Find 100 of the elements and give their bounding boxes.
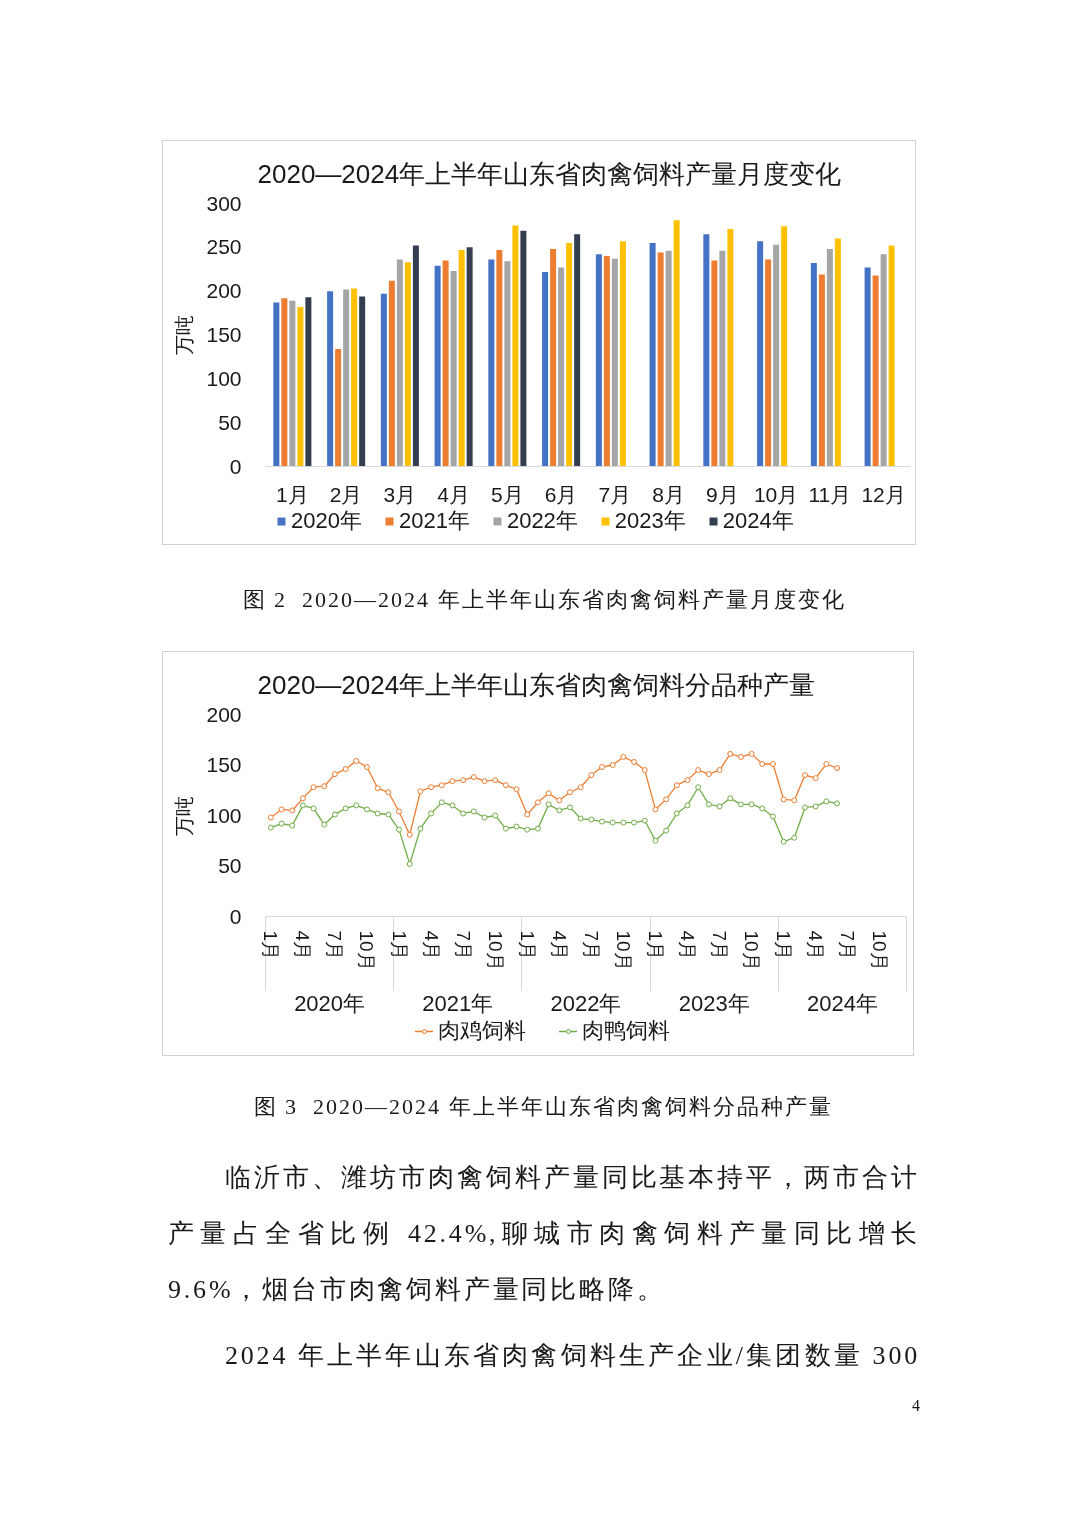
y-tick-label: 250 — [206, 235, 242, 259]
x-tick-label: 1月 — [773, 930, 795, 961]
point — [438, 799, 445, 806]
point — [759, 805, 766, 812]
x-tick-label: 5月 — [491, 482, 524, 506]
chart-title: 2020—2024年上半年山东省肉禽饲料产量月度变化 — [257, 158, 842, 189]
point — [556, 797, 563, 804]
point — [310, 784, 317, 791]
y-tick-label: 50 — [218, 410, 242, 434]
point — [705, 771, 712, 778]
point — [823, 760, 830, 767]
point — [460, 810, 467, 817]
point — [534, 799, 541, 806]
point — [331, 811, 338, 818]
bar — [673, 220, 680, 467]
point — [652, 806, 659, 813]
point — [748, 750, 755, 757]
legend-label: 肉鸡饲料 — [438, 1017, 526, 1045]
x-tick-label: 2月 — [329, 482, 363, 506]
bar — [574, 234, 581, 467]
x-tick-label: 6月 — [544, 482, 578, 506]
chart-title: 2020—2024年上半年山东省肉禽饲料分品种产量 — [257, 669, 816, 700]
point — [556, 807, 563, 814]
point — [513, 786, 520, 793]
y-tick-label: 300 — [206, 191, 242, 215]
x-tick-label: 4月 — [437, 482, 470, 506]
bar — [657, 252, 664, 467]
point — [417, 825, 424, 832]
point — [267, 824, 274, 831]
point — [705, 801, 712, 808]
y-tick-label: 200 — [206, 279, 242, 303]
x-tick-label: 1月 — [516, 930, 538, 961]
point — [331, 771, 338, 778]
point — [385, 811, 392, 818]
point — [417, 788, 424, 795]
x-tick-label: 10月 — [484, 930, 506, 971]
legend-label: 2024年 — [722, 509, 794, 535]
bar — [550, 249, 557, 467]
caption: 图 2 2020—2024 年上半年山东省肉禽饲料产量月度变化 — [241, 586, 847, 614]
y-tick-label: 200 — [206, 702, 242, 726]
point — [353, 802, 360, 809]
bar — [434, 265, 441, 467]
point — [780, 838, 787, 845]
legend-label: 2023年 — [614, 509, 686, 535]
x-tick-label: 3月 — [383, 482, 417, 506]
y-axis-title: 万吨 — [173, 315, 196, 355]
bar — [335, 349, 342, 467]
bar — [496, 249, 503, 467]
x-tick-label: 4月 — [676, 930, 698, 961]
point — [289, 807, 296, 814]
bar — [603, 256, 610, 467]
bar — [273, 302, 280, 467]
bar — [297, 306, 304, 467]
x-tick-label: 11月 — [808, 482, 852, 506]
text: 2022年 — [550, 991, 622, 1016]
bar — [396, 259, 403, 467]
bar — [864, 267, 871, 467]
x-tick-label: 8月 — [652, 482, 685, 506]
bar — [327, 291, 334, 467]
point — [673, 810, 680, 817]
point — [481, 814, 488, 821]
x-tick-label: 9月 — [706, 482, 739, 506]
bar — [826, 249, 833, 467]
x-tick-label: 10月 — [869, 930, 891, 971]
point — [481, 778, 488, 785]
point — [428, 784, 435, 791]
y-tick-label: 150 — [206, 753, 242, 776]
x-tick-label: 7月 — [709, 930, 731, 961]
bar — [380, 293, 387, 467]
legend-label: 2021年 — [398, 509, 470, 535]
point — [267, 814, 274, 821]
bar — [412, 245, 419, 467]
bar — [359, 296, 366, 467]
point — [673, 782, 680, 789]
bar — [566, 242, 573, 467]
bar — [719, 250, 726, 467]
y-tick-label: 0 — [229, 904, 242, 928]
bar — [458, 249, 465, 467]
bar — [404, 262, 411, 467]
point — [631, 819, 638, 826]
x-tick-label: 4月 — [548, 930, 570, 961]
point — [641, 817, 648, 824]
point — [695, 767, 702, 774]
y-tick-label: 0 — [229, 454, 242, 478]
point — [727, 750, 734, 757]
point — [470, 808, 477, 815]
bar — [281, 298, 288, 467]
y-axis-title: 万吨 — [173, 795, 196, 836]
point — [524, 811, 531, 818]
point — [716, 767, 723, 774]
point — [289, 822, 296, 829]
bar — [558, 267, 565, 467]
point — [641, 767, 648, 774]
point — [727, 795, 734, 802]
point — [716, 803, 723, 810]
point — [834, 800, 841, 807]
point — [588, 816, 595, 823]
x-tick-label: 10月 — [741, 930, 763, 971]
point — [780, 796, 787, 803]
legend-label: 肉鸭饲料 — [582, 1017, 670, 1045]
